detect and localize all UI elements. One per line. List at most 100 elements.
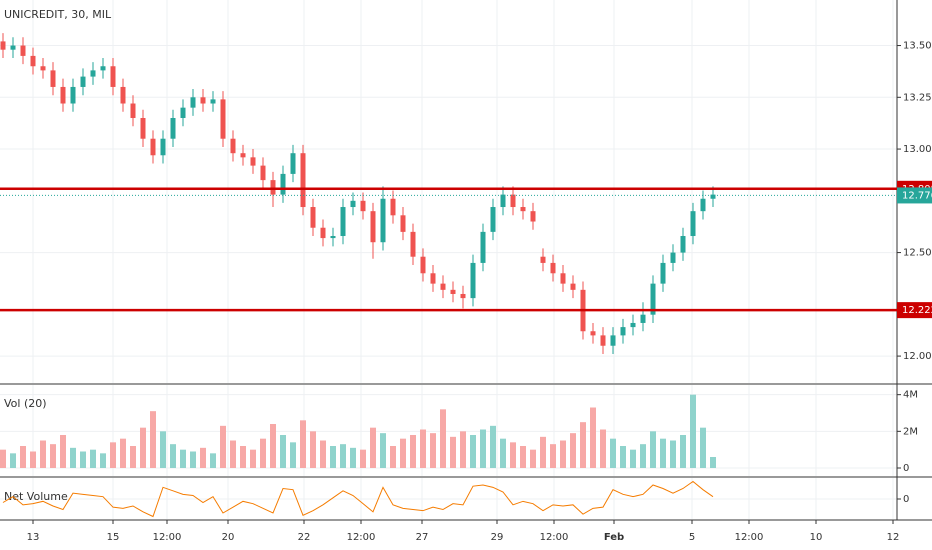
candle-body bbox=[590, 331, 596, 336]
candle-body bbox=[460, 293, 466, 299]
x-tick-label: 29 bbox=[491, 532, 504, 543]
candle-body bbox=[400, 215, 406, 232]
volume-bar bbox=[530, 449, 536, 468]
volume-bar bbox=[650, 431, 656, 468]
y-tick-label: 13.000 bbox=[903, 144, 932, 155]
volume-bar bbox=[30, 451, 36, 468]
volume-bar bbox=[520, 446, 526, 468]
price-box bbox=[897, 187, 932, 204]
volume-bar bbox=[10, 453, 16, 468]
candle-body bbox=[360, 200, 366, 212]
y-tick-label: 0 bbox=[903, 463, 909, 474]
x-tick-label: Feb bbox=[604, 532, 624, 543]
candle-body bbox=[80, 76, 86, 87]
volume-bar bbox=[630, 449, 636, 468]
y-tick-label: 12.500 bbox=[903, 248, 932, 259]
candle-body bbox=[650, 283, 656, 315]
x-tick-label: 12:00 bbox=[347, 532, 376, 543]
candle-body bbox=[120, 86, 126, 104]
candle-body bbox=[90, 70, 96, 77]
candle-body bbox=[110, 66, 116, 87]
candle-body bbox=[710, 194, 716, 199]
volume-bar bbox=[320, 440, 326, 468]
volume-bar bbox=[300, 420, 306, 468]
x-tick-label: 20 bbox=[222, 532, 235, 543]
volume-bar bbox=[350, 447, 356, 468]
candle-body bbox=[100, 66, 106, 71]
candle-body bbox=[260, 165, 266, 181]
volume-bar bbox=[120, 438, 126, 468]
volume-bar bbox=[380, 433, 386, 468]
volume-bar bbox=[170, 444, 176, 468]
y-tick-label: 13.250 bbox=[903, 92, 932, 103]
volume-bar bbox=[700, 427, 706, 468]
volume-bar bbox=[390, 446, 396, 468]
net-volume-line bbox=[2, 480, 714, 518]
candle-body bbox=[390, 198, 396, 216]
volume-bar bbox=[550, 444, 556, 468]
volume-bar bbox=[680, 435, 686, 468]
x-tick-label: 12:00 bbox=[153, 532, 182, 543]
volume-bar bbox=[360, 449, 366, 468]
volume-bar bbox=[450, 436, 456, 468]
volume-bar bbox=[20, 446, 26, 468]
volume-bar bbox=[180, 449, 186, 468]
volume-bar bbox=[190, 451, 196, 468]
volume-bar bbox=[100, 453, 106, 468]
volume-bar bbox=[620, 446, 626, 468]
volume-bar bbox=[570, 433, 576, 468]
candle-body bbox=[350, 200, 356, 208]
candle-body bbox=[290, 153, 296, 174]
volume-bar bbox=[510, 442, 516, 468]
volume-bar bbox=[560, 440, 566, 468]
candle-body bbox=[670, 252, 676, 263]
volume-bar bbox=[460, 431, 466, 468]
candle-body bbox=[30, 55, 36, 67]
volume-bar bbox=[50, 444, 56, 468]
candle-body bbox=[530, 211, 536, 222]
candle-body bbox=[170, 118, 176, 139]
volume-bar bbox=[210, 453, 216, 468]
y-tick-label: 0 bbox=[903, 494, 909, 505]
candle-body bbox=[220, 99, 226, 139]
candle-body bbox=[660, 262, 666, 284]
candle-body bbox=[0, 41, 6, 50]
volume-bar bbox=[690, 394, 696, 468]
candle-body bbox=[70, 86, 76, 104]
x-tick-label: 13 bbox=[27, 532, 40, 543]
volume-bar bbox=[60, 435, 66, 468]
volume-bar bbox=[140, 427, 146, 468]
volume-bar bbox=[500, 438, 506, 468]
volume-bar bbox=[370, 427, 376, 468]
x-tick-label: 15 bbox=[107, 532, 120, 543]
candle-body bbox=[510, 194, 516, 208]
volume-bar bbox=[260, 438, 266, 468]
volume-bar bbox=[710, 457, 716, 468]
candle-body bbox=[250, 157, 256, 166]
volume-bar bbox=[230, 440, 236, 468]
candle-body bbox=[540, 256, 546, 263]
volume-bar bbox=[410, 435, 416, 468]
volume-bar bbox=[540, 436, 546, 468]
candle-body bbox=[130, 103, 136, 119]
x-tick-label: 12 bbox=[887, 532, 900, 543]
net-volume-title: Net Volume bbox=[4, 490, 68, 503]
volume-bar bbox=[440, 409, 446, 468]
volume-bar bbox=[80, 451, 86, 468]
volume-bar bbox=[600, 429, 606, 468]
volume-bar bbox=[400, 438, 406, 468]
candle-body bbox=[420, 256, 426, 274]
volume-bar bbox=[310, 431, 316, 468]
candle-body bbox=[20, 45, 26, 56]
volume-bar bbox=[240, 446, 246, 468]
candle-body bbox=[480, 231, 486, 263]
candle-body bbox=[450, 289, 456, 294]
candle-body bbox=[310, 207, 316, 228]
volume-bar bbox=[580, 422, 586, 468]
candle-body bbox=[200, 97, 206, 104]
candle-body bbox=[60, 86, 66, 104]
volume-bar bbox=[640, 444, 646, 468]
candle-body bbox=[680, 236, 686, 253]
candle-body bbox=[560, 273, 566, 284]
